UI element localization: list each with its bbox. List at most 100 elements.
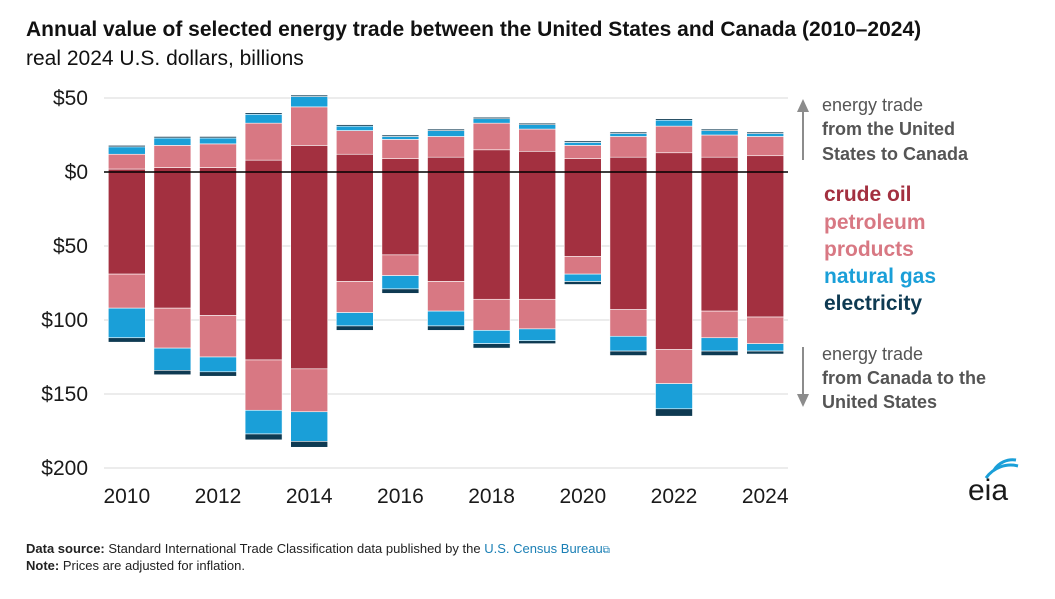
bar-import-crude-oil bbox=[473, 172, 510, 299]
bar-export-electricity bbox=[610, 132, 647, 133]
bar-export-petroleum-products bbox=[336, 131, 373, 155]
legend-item: crude oil bbox=[824, 183, 912, 206]
bar-export-crude-oil bbox=[747, 156, 784, 172]
legend-item: electricity bbox=[824, 292, 922, 315]
y-tick-label: $100 bbox=[41, 309, 88, 332]
y-tick-label: $150 bbox=[41, 383, 88, 406]
bar-export-electricity bbox=[154, 136, 191, 137]
bar-export-electricity bbox=[564, 141, 601, 142]
bar-export-crude-oil bbox=[428, 157, 465, 172]
data-source-text: Standard International Trade Classificat… bbox=[108, 541, 480, 556]
annotation-bottom-line1: energy trade bbox=[822, 344, 923, 364]
bar-import-petroleum-products bbox=[336, 282, 373, 313]
bar-import-natural-gas bbox=[701, 338, 738, 351]
bar-import-crude-oil bbox=[154, 172, 191, 308]
up-arrow-icon bbox=[797, 99, 809, 160]
bar-import-petroleum-products bbox=[108, 274, 145, 308]
bar-export-natural-gas bbox=[610, 134, 647, 137]
bar-export-electricity bbox=[656, 119, 693, 120]
bar-export-petroleum-products bbox=[564, 145, 601, 158]
bar-export-electricity bbox=[336, 125, 373, 126]
bar-import-petroleum-products bbox=[519, 299, 556, 329]
bar-export-electricity bbox=[519, 123, 556, 124]
bar-export-petroleum-products bbox=[382, 139, 419, 158]
bar-import-crude-oil bbox=[610, 172, 647, 310]
bar-import-natural-gas bbox=[610, 336, 647, 351]
bar-import-natural-gas bbox=[656, 384, 693, 409]
external-link-icon[interactable]: ⧉ bbox=[603, 545, 610, 556]
bar-import-electricity bbox=[519, 341, 556, 344]
bar-import-electricity bbox=[382, 289, 419, 293]
bar-export-natural-gas bbox=[336, 126, 373, 130]
bar-export-natural-gas bbox=[473, 119, 510, 123]
bar-import-crude-oil bbox=[245, 172, 282, 360]
bar-export-natural-gas bbox=[291, 97, 328, 107]
bar-export-petroleum-products bbox=[245, 123, 282, 160]
bar-export-petroleum-products bbox=[610, 136, 647, 157]
bar-export-petroleum-products bbox=[428, 136, 465, 157]
bar-import-petroleum-products bbox=[291, 369, 328, 412]
bar-import-natural-gas bbox=[747, 344, 784, 351]
bar-import-petroleum-products bbox=[747, 317, 784, 344]
bar-import-petroleum-products bbox=[701, 311, 738, 338]
bar-export-crude-oil bbox=[291, 145, 328, 172]
eia-logo: eia bbox=[968, 460, 1018, 507]
bar-import-petroleum-products bbox=[154, 308, 191, 348]
y-tick-label: $50 bbox=[53, 87, 88, 110]
down-arrow-icon bbox=[797, 347, 809, 407]
bar-export-natural-gas bbox=[701, 131, 738, 135]
bar-import-electricity bbox=[656, 409, 693, 416]
bar-import-petroleum-products bbox=[245, 360, 282, 410]
bar-export-electricity bbox=[747, 132, 784, 133]
bar-import-petroleum-products bbox=[473, 299, 510, 330]
legend-item: petroleum bbox=[824, 211, 926, 234]
y-tick-label: $0 bbox=[65, 161, 88, 184]
data-source-note: Data source: Standard International Trad… bbox=[26, 541, 610, 556]
bar-export-natural-gas bbox=[245, 114, 282, 123]
bar-import-natural-gas bbox=[382, 276, 419, 289]
bar-export-crude-oil bbox=[610, 157, 647, 172]
data-source-label: Data source: bbox=[26, 541, 105, 556]
bar-export-petroleum-products bbox=[519, 129, 556, 151]
bar-export-natural-gas bbox=[154, 138, 191, 145]
bar-export-petroleum-products bbox=[747, 136, 784, 155]
bar-import-electricity bbox=[564, 282, 601, 285]
bar-import-natural-gas bbox=[564, 274, 601, 281]
bar-import-crude-oil bbox=[291, 172, 328, 369]
bar-export-natural-gas bbox=[519, 125, 556, 129]
logo-text: eia bbox=[968, 474, 1008, 507]
bar-export-crude-oil bbox=[564, 159, 601, 172]
bar-import-electricity bbox=[428, 326, 465, 330]
bar-export-crude-oil bbox=[336, 154, 373, 172]
bar-import-petroleum-products bbox=[564, 256, 601, 274]
bar-import-petroleum-products bbox=[200, 316, 237, 357]
bar-export-petroleum-products bbox=[200, 144, 237, 168]
annotation-bottom-line3: United States bbox=[822, 392, 937, 412]
legend-item: products bbox=[824, 238, 914, 261]
bar-export-electricity bbox=[245, 113, 282, 114]
bar-import-petroleum-products bbox=[656, 350, 693, 384]
bar-export-electricity bbox=[108, 145, 145, 146]
energy-trade-chart: $50$0$50$100$150$2002010 2012 2014 2016 2018… bbox=[0, 0, 1055, 599]
census-bureau-link[interactable]: U.S. Census Bureau bbox=[484, 541, 603, 556]
annotation-bottom-line2: from Canada to the bbox=[822, 368, 986, 388]
y-tick-label: $50 bbox=[53, 235, 88, 258]
bar-import-crude-oil bbox=[564, 172, 601, 256]
annotation-top-line1: energy trade bbox=[822, 95, 923, 115]
bar-import-petroleum-products bbox=[428, 282, 465, 312]
annotation-top-line3: States to Canada bbox=[822, 144, 969, 164]
bar-export-electricity bbox=[428, 129, 465, 130]
x-tick-label: 2012 bbox=[195, 485, 242, 508]
x-tick-label: 2022 bbox=[651, 485, 698, 508]
bar-import-crude-oil bbox=[336, 172, 373, 282]
x-tick-label: 2016 bbox=[377, 485, 424, 508]
bar-import-crude-oil bbox=[382, 172, 419, 255]
note-label: Note: bbox=[26, 558, 59, 573]
legend-item: natural gas bbox=[824, 265, 936, 288]
bar-import-crude-oil bbox=[656, 172, 693, 350]
bar-export-petroleum-products bbox=[291, 107, 328, 145]
y-tick-label: $200 bbox=[41, 457, 88, 480]
bar-export-petroleum-products bbox=[154, 145, 191, 167]
bar-export-electricity bbox=[200, 136, 237, 137]
bar-import-crude-oil bbox=[428, 172, 465, 282]
